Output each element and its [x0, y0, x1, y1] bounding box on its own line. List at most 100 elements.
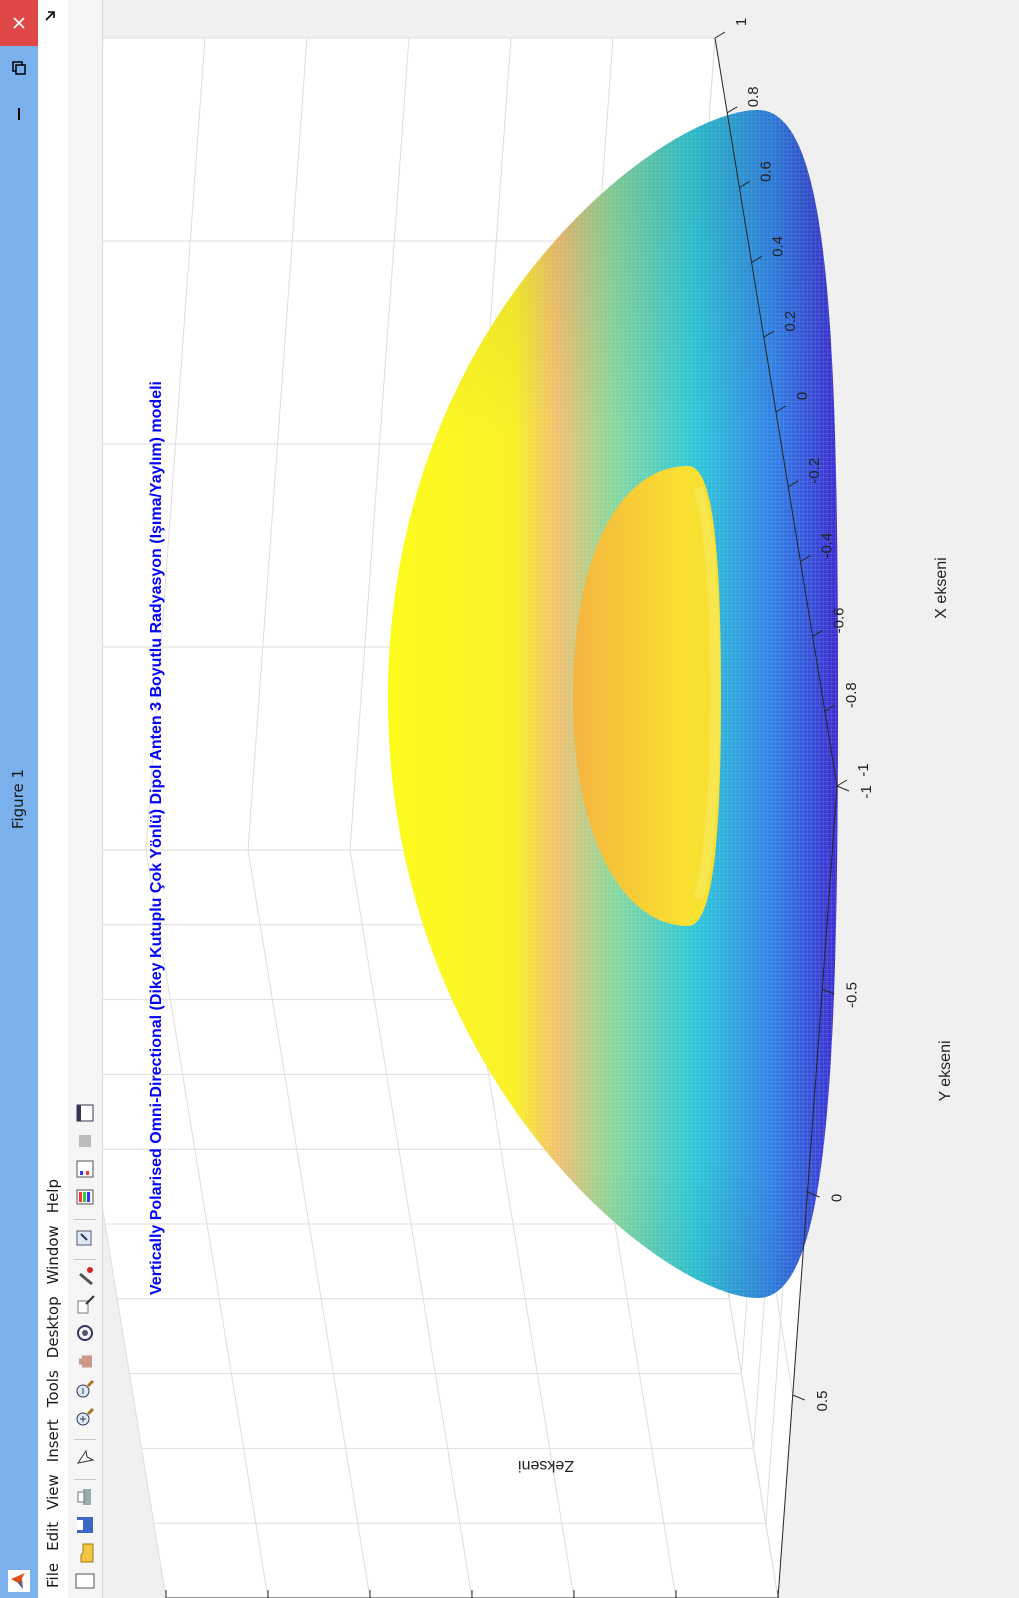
zoom-out-icon — [76, 1379, 95, 1398]
data-cursor-icon — [77, 1295, 95, 1314]
y-tick-label: 0.5 — [814, 1391, 831, 1412]
x-tick — [812, 629, 823, 637]
insert-colorbar-button[interactable] — [74, 1186, 96, 1208]
x-tick-label: 1 — [733, 18, 750, 26]
menu-help[interactable]: Help — [44, 1179, 62, 1214]
figure-toolbar — [68, 0, 103, 1598]
edit-plot-icon — [76, 1449, 95, 1464]
x-tick — [739, 181, 750, 189]
x-tick — [787, 480, 799, 488]
menu-insert[interactable]: Insert — [44, 1419, 62, 1463]
menu-edit[interactable]: Edit — [44, 1521, 62, 1551]
menu-tools[interactable]: Tools — [44, 1370, 62, 1408]
hide-plot-tools-icon — [79, 1135, 91, 1147]
insert-colorbar-icon — [76, 1189, 94, 1205]
rotate-3d-button[interactable] — [74, 1322, 96, 1344]
insert-legend-button[interactable] — [74, 1158, 96, 1180]
toolbar-separator — [74, 1259, 96, 1260]
z-axis-label: Zekseni — [518, 1457, 574, 1474]
link-plot-icon — [76, 1230, 92, 1246]
menu-view[interactable]: View — [44, 1474, 62, 1510]
zoom-in-icon — [76, 1407, 95, 1426]
x-tick-label: 0.6 — [757, 161, 774, 182]
x-tick-label: -0.2 — [806, 458, 823, 484]
y-tick — [822, 988, 835, 995]
x-tick — [763, 330, 775, 338]
close-icon — [13, 17, 25, 29]
x-tick — [751, 255, 762, 263]
restore-button[interactable] — [0, 45, 38, 91]
x-tick-label: 0.4 — [770, 236, 787, 257]
y-tick — [792, 1394, 805, 1401]
grid-line-z — [247, 849, 371, 1598]
y-tick-label: -1 — [858, 785, 875, 798]
minimize-icon — [18, 108, 20, 120]
save-icon — [77, 1517, 93, 1533]
new-figure-icon — [75, 1573, 95, 1589]
print-button[interactable] — [74, 1486, 96, 1508]
x-axis-label: X ekseni — [933, 557, 950, 618]
pan-button[interactable] — [74, 1350, 96, 1372]
x-tick-label: -0.8 — [843, 682, 860, 708]
axes-3d[interactable]: -1 -0.8 -0.6 -0.4 -0.2 0 0.2 0.4 0.6 0.8 1 -1 -0.5 0 0… — [43, 0, 1019, 1598]
minimize-button[interactable] — [0, 91, 38, 137]
show-plot-tools-icon — [76, 1104, 94, 1122]
link-plot-button[interactable] — [74, 1226, 96, 1248]
x-tick-label: 0.8 — [745, 86, 762, 107]
pan-icon — [79, 1355, 92, 1368]
x-tick-label: -0.6 — [831, 607, 848, 633]
x-tick — [775, 405, 787, 413]
open-file-icon — [80, 1543, 94, 1563]
plot-area: -1 -0.8 -0.6 -0.4 -0.2 0 0.2 0.4 0.6 0.8 1 -1 -0.5 0 0… — [43, 0, 1019, 1598]
show-plot-tools-button[interactable] — [74, 1102, 96, 1124]
chart-title: Vertically Polarised Omni-Directional (D… — [148, 381, 165, 1295]
zoom-out-button[interactable] — [74, 1378, 96, 1400]
menu-file[interactable]: File — [44, 1562, 62, 1588]
menu-window[interactable]: Window — [44, 1225, 62, 1285]
rotate-3d-icon — [77, 1325, 93, 1341]
torus-surface — [388, 110, 838, 1298]
y-tick — [807, 1191, 820, 1198]
x-tick — [726, 106, 738, 114]
new-figure-button[interactable] — [74, 1570, 96, 1592]
x-tick-label: -0.4 — [818, 533, 835, 559]
tick-labels: -1 -0.8 -0.6 -0.4 -0.2 0 0.2 0.4 0.6 0.8 1 -1 -0.5 0 0… — [733, 18, 875, 1412]
edit-plot-button[interactable] — [74, 1446, 96, 1468]
menu-desktop[interactable]: Desktop — [44, 1296, 62, 1359]
x-tick-label: -1 — [855, 763, 872, 776]
open-file-button[interactable] — [74, 1542, 96, 1564]
grid-line-z — [349, 849, 473, 1598]
grid-line-z — [145, 849, 269, 1598]
restore-icon — [12, 61, 26, 75]
toolbar-separator — [74, 1219, 96, 1220]
grid-line-z-wall — [349, 37, 410, 851]
x-tick — [800, 555, 811, 563]
y-axis-label: Y ekseni — [937, 1040, 954, 1101]
close-button[interactable] — [0, 0, 38, 46]
hide-plot-tools-button[interactable] — [74, 1130, 96, 1152]
save-button[interactable] — [74, 1514, 96, 1536]
menu-bar: File Edit View Insert Tools Desktop Window Help — [38, 0, 68, 1598]
x-tick — [714, 31, 726, 39]
brush-icon — [79, 1267, 93, 1286]
grid-line-z-wall — [247, 37, 308, 851]
y-tick-label: -0.5 — [843, 982, 860, 1008]
x-tick-label: 0 — [794, 392, 811, 400]
print-icon — [77, 1489, 91, 1505]
torus-hole-rim — [693, 486, 721, 900]
x-tick — [836, 779, 848, 787]
title-bar: Figure 1 — [0, 0, 38, 1598]
x-tick-label: 0.2 — [782, 311, 799, 332]
data-cursor-button[interactable] — [74, 1294, 96, 1316]
insert-legend-icon — [76, 1160, 94, 1178]
y-tick-label: 0 — [829, 1194, 846, 1202]
toolbar-separator — [74, 1479, 96, 1480]
axis-lines — [165, 31, 850, 1598]
brush-button[interactable] — [74, 1266, 96, 1288]
matlab-logo-icon — [8, 1570, 30, 1592]
dock-arrow-icon[interactable] — [44, 10, 56, 22]
y-tick — [836, 785, 850, 792]
zoom-in-button[interactable] — [74, 1406, 96, 1428]
toolbar-separator — [74, 1439, 96, 1440]
